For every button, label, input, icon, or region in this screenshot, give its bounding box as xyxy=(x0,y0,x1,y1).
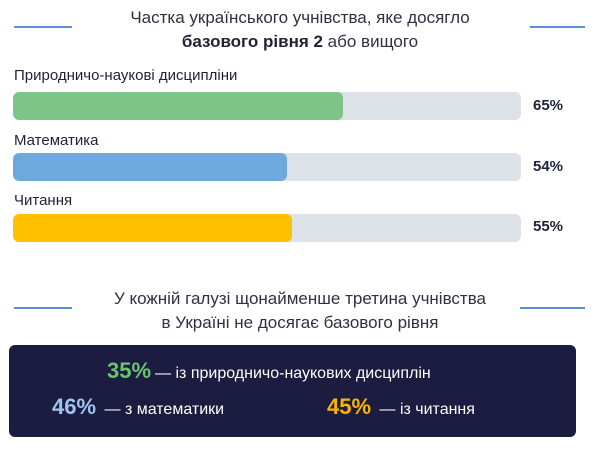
stat-science-text: — із природничо-наукових дисциплін xyxy=(155,365,431,382)
summary-rule-right xyxy=(520,307,585,309)
stat-reading: 45% — із читання xyxy=(327,394,475,420)
chart-title: Частка українського учнівства, яке досяг… xyxy=(70,6,530,54)
stat-reading-text: — із читання xyxy=(375,401,475,418)
stat-math-text: — з математики xyxy=(100,401,225,418)
bar-label-reading: Читання xyxy=(14,192,73,209)
header-rule-left xyxy=(14,26,72,28)
chart-title-line2: базового рівня 2 або вищого xyxy=(70,30,530,54)
chart-title-line1: Частка українського учнівства, яке досяг… xyxy=(130,8,470,27)
stat-science-value: 35% xyxy=(107,358,152,383)
bar-track-science xyxy=(13,92,521,120)
summary-line2: в Україні не досягає базового рівня xyxy=(161,313,439,332)
bar-reading xyxy=(13,214,293,242)
bar-value-math: 54% xyxy=(533,158,564,175)
chart-title-rest: або вищого xyxy=(322,32,419,51)
stat-math-value: 46% xyxy=(52,394,97,419)
summary-rule-left xyxy=(14,307,72,309)
bar-label-math: Математика xyxy=(14,132,99,149)
stat-reading-value: 45% xyxy=(327,394,372,419)
bar-label-science: Природничо-наукові дисципліни xyxy=(14,67,238,84)
stat-math: 46% — з математики xyxy=(52,394,224,420)
bar-value-reading: 55% xyxy=(533,218,564,235)
bar-value-science: 65% xyxy=(533,97,564,114)
summary-heading: У кожній галузі щонайменше третина учнів… xyxy=(70,287,530,335)
bar-track-math xyxy=(13,153,521,181)
bar-math xyxy=(13,153,288,181)
summary-line1: У кожній галузі щонайменше третина учнів… xyxy=(113,289,487,308)
stats-panel: 35% — із природничо-наукових дисциплін 46… xyxy=(9,345,576,437)
bar-science xyxy=(13,92,344,120)
stat-science: 35% — із природничо-наукових дисциплін xyxy=(107,358,431,384)
header-rule-right xyxy=(530,26,585,28)
bar-track-reading xyxy=(13,214,521,242)
chart-title-bold: базового рівня 2 xyxy=(181,32,323,51)
